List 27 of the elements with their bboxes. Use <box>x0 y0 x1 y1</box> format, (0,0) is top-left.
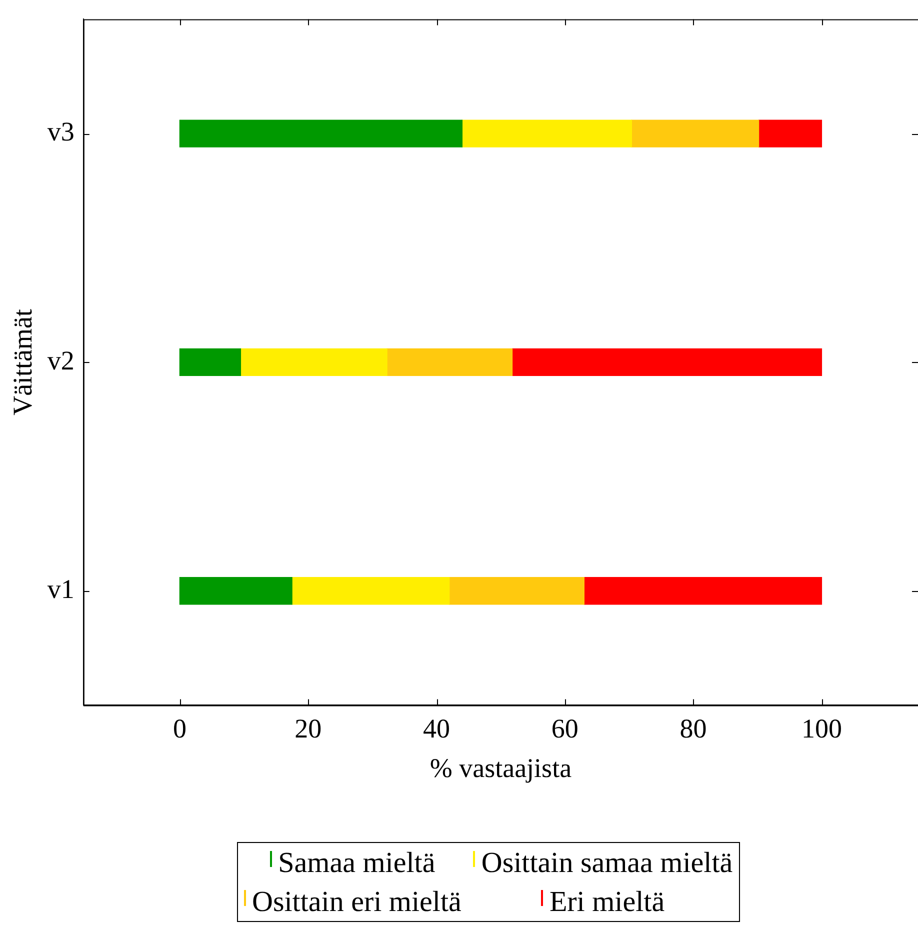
bar <box>179 120 463 148</box>
x-tick-label: 60 <box>551 713 578 744</box>
bar <box>631 120 760 148</box>
bar <box>179 348 242 376</box>
x-tick-label: 0 <box>172 713 186 744</box>
bar <box>179 577 292 605</box>
bar <box>449 577 584 605</box>
bar <box>386 348 513 376</box>
bar <box>758 120 822 148</box>
x-tick-label: 20 <box>294 713 322 744</box>
y-tick-label: v1 <box>47 574 74 604</box>
y-tick-label: v2 <box>47 345 74 376</box>
bar <box>240 348 388 376</box>
bar <box>292 577 450 605</box>
y-axis-title: Väittämät <box>7 308 38 416</box>
legend-label: Eri mieltä <box>549 886 665 918</box>
legend-label: Samaa mieltä <box>278 847 436 879</box>
bar <box>584 577 822 605</box>
x-tick-label: 100 <box>801 713 842 744</box>
x-tick-label: 40 <box>423 713 450 744</box>
bar <box>512 348 822 376</box>
bar <box>462 120 632 148</box>
x-axis-title: % vastaajista <box>430 752 572 783</box>
legend-label: Osittain samaa mieltä <box>481 847 733 879</box>
y-tick-label: v3 <box>47 116 74 147</box>
legend-label: Osittain eri mieltä <box>252 886 462 918</box>
x-tick-label: 80 <box>680 713 707 744</box>
